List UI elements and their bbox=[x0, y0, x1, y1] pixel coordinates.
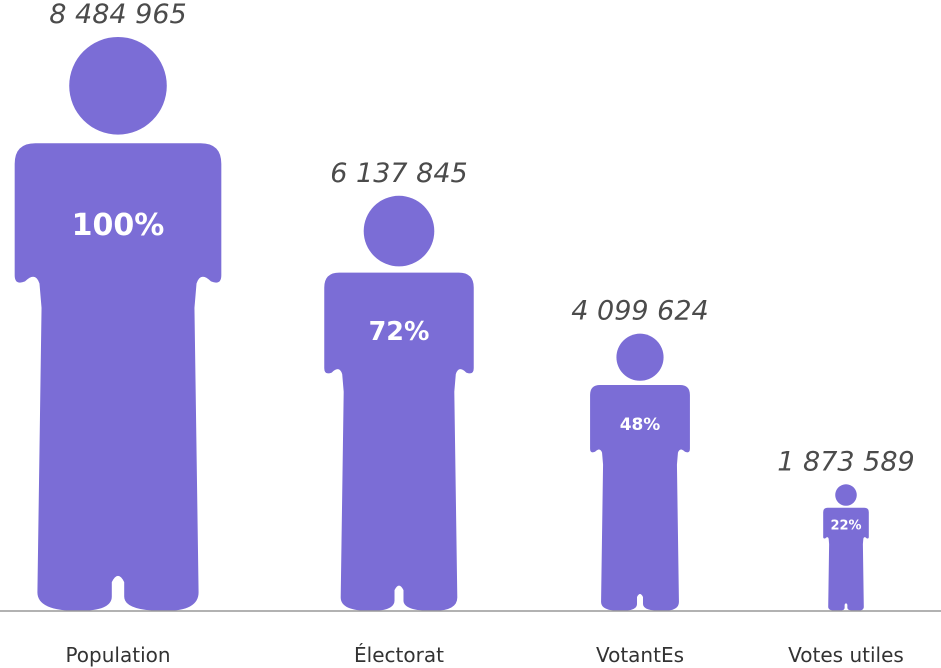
figure-body-bar bbox=[823, 507, 869, 611]
percent-label: 72% bbox=[369, 316, 430, 346]
value-label: 1 873 589 bbox=[777, 446, 914, 477]
percent-label: 100% bbox=[72, 208, 165, 243]
figure-body-bar bbox=[324, 272, 474, 611]
value-label: 4 099 624 bbox=[571, 296, 708, 327]
value-label: 6 137 845 bbox=[330, 158, 467, 189]
percent-label: 48% bbox=[620, 415, 661, 435]
category-label: Électorat bbox=[354, 643, 444, 667]
category-label: VotantEs bbox=[596, 643, 684, 667]
figure-head bbox=[616, 333, 664, 381]
percent-label: 22% bbox=[830, 519, 861, 534]
figures-group bbox=[14, 37, 869, 611]
figure-head bbox=[363, 195, 435, 267]
value-label: 8 484 965 bbox=[49, 0, 186, 30]
figure-body-bar bbox=[14, 143, 222, 611]
figure-head bbox=[69, 37, 167, 135]
figure-head bbox=[835, 484, 857, 506]
category-label: Population bbox=[65, 643, 170, 667]
figure-body-bar bbox=[590, 384, 690, 611]
labels-group: 100% 8 484 965 Population 72% 6 137 845 Élect… bbox=[49, 0, 914, 667]
category-label: Votes utiles bbox=[788, 643, 904, 667]
